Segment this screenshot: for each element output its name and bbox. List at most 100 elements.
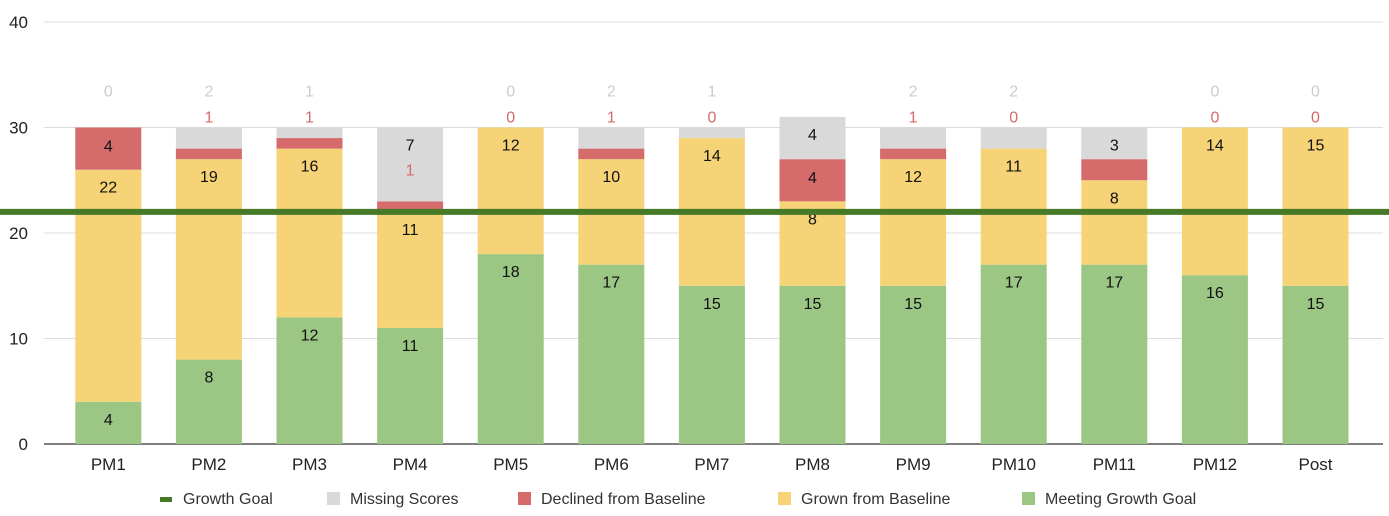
- data-label-declined-from-baseline: 4: [808, 170, 817, 187]
- data-label-declined-from-baseline: 2: [1110, 163, 1119, 180]
- bar-segment-meeting-growth-goal: [880, 285, 947, 444]
- x-tick-label: PM4: [393, 455, 428, 474]
- bar-segment-missing-scores: [175, 127, 242, 149]
- bar-segment-missing-scores: [779, 116, 846, 160]
- bar-segment-missing-scores: [1081, 127, 1148, 160]
- data-label-declined-from-baseline: 0: [707, 110, 716, 127]
- bar-segment-grown-from-baseline: [377, 211, 444, 328]
- x-axis-labels: PM1 PM2 PM3 PM4 PM5 PM6 PM7 PM8 PM9 PM10 PM11 PM12 P…: [91, 455, 1333, 474]
- y-tick-label: 30: [9, 119, 28, 138]
- bar-segment-grown-from-baseline: [175, 159, 242, 360]
- legend-item-grown-from-baseline: Grown from Baseline: [778, 491, 950, 508]
- bar-group-pm10: 17 11 0 2: [980, 84, 1047, 444]
- bar-group-post: 15 15 0 0: [1282, 84, 1349, 444]
- legend-label: Growth Goal: [183, 491, 273, 508]
- bar-segment-grown-from-baseline: [477, 127, 544, 255]
- bar-segment-missing-scores: [578, 127, 645, 149]
- data-label-meeting-growth-goal: 17: [602, 275, 620, 292]
- data-label-grown-from-baseline: 8: [1110, 190, 1119, 207]
- bar-segment-grown-from-baseline: [1282, 127, 1349, 286]
- data-label-missing-scores: 2: [1009, 84, 1018, 101]
- data-label-grown-from-baseline: 10: [602, 169, 620, 186]
- bar-segment-declined-from-baseline: [276, 138, 343, 149]
- bar-segment-missing-scores: [276, 127, 343, 139]
- legend-swatch: [1022, 492, 1035, 505]
- bar-segment-grown-from-baseline: [1181, 127, 1248, 276]
- data-label-missing-scores: 2: [204, 84, 213, 101]
- legend-swatch: [518, 492, 531, 505]
- bar-segment-missing-scores: [980, 127, 1047, 149]
- data-label-grown-from-baseline: 12: [904, 169, 922, 186]
- legend-label: Grown from Baseline: [801, 491, 950, 508]
- x-tick-label: PM10: [991, 455, 1035, 474]
- data-label-grown-from-baseline: 22: [99, 180, 117, 197]
- data-label-missing-scores: 4: [808, 127, 817, 144]
- bar-segment-declined-from-baseline: [75, 127, 142, 170]
- bar-segment-meeting-growth-goal: [1181, 275, 1248, 444]
- bar-segment-meeting-growth-goal: [1282, 285, 1349, 444]
- data-label-grown-from-baseline: 12: [502, 138, 520, 155]
- bar-group-pm7: 15 14 0 1: [678, 84, 745, 444]
- data-label-grown-from-baseline: 16: [301, 159, 319, 176]
- bar-segment-meeting-growth-goal: [678, 285, 745, 444]
- data-label-missing-scores: 3: [1110, 138, 1119, 155]
- x-tick-label: PM8: [795, 455, 830, 474]
- x-tick-label: Post: [1298, 455, 1332, 474]
- legend-item-declined-from-baseline: Declined from Baseline: [518, 491, 706, 508]
- data-label-declined-from-baseline: 1: [305, 110, 314, 127]
- data-label-meeting-growth-goal: 4: [104, 412, 113, 429]
- legend-item-missing-scores: Missing Scores: [327, 491, 458, 508]
- bar-segment-grown-from-baseline: [880, 159, 947, 286]
- bar-segment-grown-from-baseline: [1081, 180, 1148, 265]
- legend-label: Declined from Baseline: [541, 491, 706, 508]
- bar-segment-meeting-growth-goal: [477, 254, 544, 444]
- bar-segment-declined-from-baseline: [1081, 159, 1148, 181]
- legend-swatch: [327, 492, 340, 505]
- data-label-meeting-growth-goal: 12: [301, 327, 319, 344]
- y-tick-label: 20: [9, 224, 28, 243]
- x-tick-label: PM2: [191, 455, 226, 474]
- bars: 4224081912121611111117181200171012151401…: [75, 84, 1349, 444]
- bar-group-pm5: 18 12 0 0: [477, 84, 544, 444]
- bar-segment-meeting-growth-goal: [175, 359, 242, 444]
- bar-segment-grown-from-baseline: [276, 148, 343, 318]
- data-label-grown-from-baseline: 11: [402, 222, 419, 239]
- data-label-declined-from-baseline: 0: [506, 110, 515, 127]
- bar-segment-declined-from-baseline: [578, 148, 645, 160]
- data-label-declined-from-baseline: 1: [909, 110, 918, 127]
- bar-segment-meeting-growth-goal: [75, 401, 142, 444]
- bar-segment-grown-from-baseline: [779, 201, 846, 286]
- x-tick-label: PM11: [1093, 455, 1136, 474]
- data-label-missing-scores: 0: [1311, 84, 1320, 101]
- bar-group-pm12: 16 14 0 0: [1181, 84, 1248, 444]
- data-label-meeting-growth-goal: 11: [402, 338, 419, 355]
- y-axis-ticks: 0 10 20 30 40: [9, 13, 28, 454]
- data-label-missing-scores: 0: [506, 84, 515, 101]
- bar-segment-missing-scores: [880, 127, 947, 149]
- x-tick-label: PM9: [896, 455, 931, 474]
- bar-segment-meeting-growth-goal: [578, 264, 645, 444]
- data-label-meeting-growth-goal: 15: [904, 296, 922, 313]
- data-label-declined-from-baseline: 0: [1311, 110, 1320, 127]
- bar-segment-meeting-growth-goal: [1081, 264, 1148, 444]
- legend-item-meeting-growth-goal: Meeting Growth Goal: [1022, 491, 1196, 508]
- data-label-grown-from-baseline: 15: [1307, 138, 1325, 155]
- data-label-declined-from-baseline: 1: [607, 110, 616, 127]
- bar-segment-declined-from-baseline: [779, 159, 846, 202]
- data-label-missing-scores: 1: [305, 84, 314, 101]
- data-label-meeting-growth-goal: 8: [204, 370, 213, 387]
- bar-segment-grown-from-baseline: [980, 148, 1047, 265]
- data-label-meeting-growth-goal: 16: [1206, 285, 1224, 302]
- bar-segment-declined-from-baseline: [880, 148, 947, 160]
- bar-group-pm2: 8 19 1 2: [175, 84, 242, 444]
- x-tick-label: PM6: [594, 455, 629, 474]
- data-label-missing-scores: 0: [104, 84, 113, 101]
- data-label-missing-scores: 0: [1210, 84, 1219, 101]
- data-label-grown-from-baseline: 19: [200, 169, 218, 186]
- data-label-meeting-growth-goal: 18: [502, 264, 520, 281]
- data-label-meeting-growth-goal: 15: [1307, 296, 1325, 313]
- data-label-meeting-growth-goal: 17: [1005, 275, 1023, 292]
